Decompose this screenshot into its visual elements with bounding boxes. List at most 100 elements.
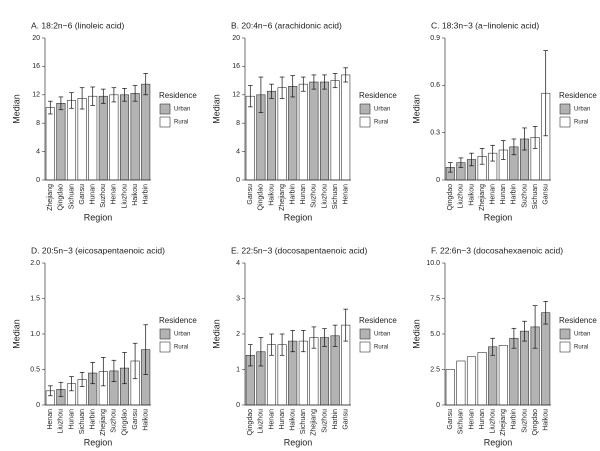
y-tick-label: 20 (32, 35, 40, 42)
x-tick-label: Liuzhou (121, 184, 128, 209)
x-tick-label: Harbin (511, 184, 518, 205)
legend-label: Rural (574, 120, 588, 126)
legend-swatch (159, 116, 171, 128)
y-tick-label: 4 (236, 148, 240, 155)
x-tick-label: Zhejiang (500, 409, 507, 436)
x-tick-label: Suzhou (311, 184, 318, 208)
legend-label: Urban (574, 332, 590, 338)
x-axis-title: Region (284, 437, 313, 447)
x-tick-label: Zhejiang (479, 184, 486, 211)
bar (330, 80, 340, 181)
x-tick-label: Zhejiang (279, 184, 286, 211)
y-tick-label: 0 (36, 402, 40, 409)
y-tick-label: 8 (36, 120, 40, 127)
y-tick-label: 16 (32, 63, 40, 70)
x-tick-label: Haikou (543, 409, 550, 431)
chart-title: A. 18:2n−6 (linoleic acid) (31, 20, 124, 30)
x-tick-label: Suzhou (521, 409, 528, 433)
bar (77, 98, 87, 181)
bar (245, 95, 255, 181)
bar (477, 352, 487, 406)
x-tick-label: Hunan (68, 409, 75, 430)
y-tick-label: 0 (436, 402, 440, 409)
legend-swatch (359, 328, 371, 340)
legend-label: Urban (574, 107, 590, 113)
y-tick-label: 3 (236, 295, 240, 302)
legend-swatch (359, 116, 371, 128)
bar (109, 94, 119, 181)
legend-title: Residence (159, 91, 197, 100)
y-tick-label: 0 (36, 177, 40, 184)
legend-title: Residence (159, 316, 197, 325)
legend-label: Urban (174, 107, 190, 113)
x-tick-label: Haikou (143, 409, 150, 431)
x-tick-label: Henan (111, 184, 118, 205)
chart-title: C. 18:3n−3 (a−linolenic acid) (431, 20, 539, 30)
x-tick-label: Gansu (343, 409, 350, 430)
x-tick-label: Suzhou (321, 409, 328, 433)
y-tick-label: 4 (236, 260, 240, 267)
x-tick-label: Henan (343, 184, 350, 205)
chart-title: F. 22:6n−3 (docosahexaenoic acid) (431, 245, 563, 255)
y-tick-label: 1 (236, 366, 240, 373)
x-tick-label: Hunan (479, 409, 486, 430)
y-axis-title: Median (211, 94, 221, 124)
y-axis-title: Median (211, 319, 221, 349)
legend-swatch (559, 103, 571, 115)
y-tick-label: 0 (436, 177, 440, 184)
bar (541, 312, 551, 406)
y-tick-label: 0.3 (430, 130, 440, 137)
x-tick-label: Gansu (132, 409, 139, 430)
legend-swatch (159, 341, 171, 353)
x-tick-label: Sichuan (300, 409, 307, 434)
x-tick-label: Haikou (268, 184, 275, 206)
legend-title: Residence (359, 316, 397, 325)
legend-label: Rural (174, 345, 188, 351)
y-tick-label: 12 (232, 92, 240, 99)
x-tick-label: Qingdao (121, 409, 128, 436)
y-tick-label: 4 (36, 148, 40, 155)
x-tick-label: Liuzhou (490, 409, 497, 434)
legend-swatch (359, 103, 371, 115)
x-tick-label: Liuzhou (258, 409, 265, 434)
bar (519, 330, 530, 406)
y-tick-label: 1.0 (30, 331, 40, 338)
bar (130, 93, 140, 181)
legend-label: Rural (374, 345, 388, 351)
y-axis-title: Median (11, 94, 21, 124)
bar (88, 95, 98, 181)
y-tick-label: 7.5 (430, 295, 440, 302)
x-tick-label: Suzhou (111, 409, 118, 433)
x-tick-label: Qingdao (447, 184, 454, 211)
x-tick-label: Liuzhou (58, 409, 65, 434)
x-tick-label: Harbin (332, 409, 339, 430)
x-tick-label: Harbin (290, 184, 297, 205)
bar (498, 345, 508, 406)
y-tick-label: 2 (236, 331, 240, 338)
x-tick-label: Sichuan (532, 184, 539, 209)
x-tick-label: Hunan (300, 184, 307, 205)
chart-title: E. 22:5n−3 (docosapentaenoic acid) (231, 245, 368, 255)
y-tick-label: 0 (236, 402, 240, 409)
x-axis-title: Region (484, 212, 513, 222)
bar (298, 83, 308, 181)
bar (288, 85, 298, 181)
legend-title: Residence (559, 91, 597, 100)
bar (56, 103, 66, 181)
x-tick-label: Harbin (143, 184, 150, 205)
bar (319, 81, 330, 181)
legend-label: Urban (374, 107, 390, 113)
x-tick-label: Qingdao (58, 184, 65, 211)
legend-label: Urban (374, 332, 390, 338)
y-tick-label: 0.5 (30, 366, 40, 373)
x-tick-label: Sichuan (79, 409, 86, 434)
legend-label: Rural (174, 120, 188, 126)
x-axis-title: Region (84, 437, 113, 447)
bar (45, 107, 55, 181)
bar (98, 95, 108, 181)
bar (66, 100, 77, 181)
x-tick-label: Henan (47, 409, 54, 430)
bar (341, 74, 351, 181)
bar (456, 360, 466, 406)
